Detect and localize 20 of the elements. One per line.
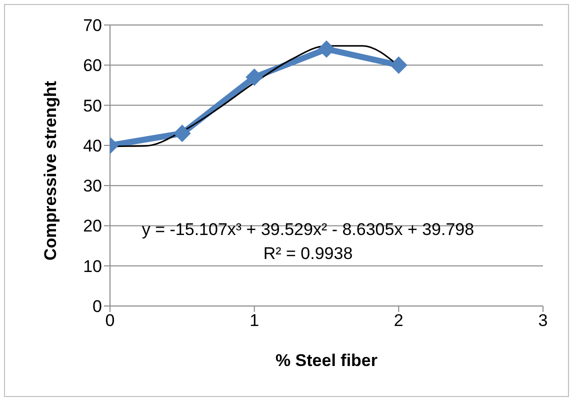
annotation: y = -15.107x³ + 39.529x² - 8.6305x + 39.798 xyxy=(140,219,476,241)
y-tick-label: 20 xyxy=(83,216,102,236)
y-tick-label: 70 xyxy=(83,16,102,36)
y-tick-label: 0 xyxy=(92,297,102,316)
x-tick-label: 2 xyxy=(394,311,404,330)
annotation: R² = 0.9938 xyxy=(262,243,354,265)
y-tick-label: 60 xyxy=(83,56,102,76)
y-axis-title: Compressive strenght xyxy=(41,80,60,260)
y-tick-label: 30 xyxy=(83,176,102,196)
x-tick-label: 1 xyxy=(250,311,260,330)
point xyxy=(318,40,335,58)
x-tick-label: 3 xyxy=(538,311,548,330)
y-tick-label: 40 xyxy=(83,136,102,156)
point xyxy=(390,56,408,74)
x-tick-label: 0 xyxy=(105,311,115,330)
y-tick-label: 10 xyxy=(83,256,102,276)
point xyxy=(246,68,263,86)
point xyxy=(174,124,191,142)
x-axis-title: % Steel fiber xyxy=(275,351,378,370)
y-tick-label: 50 xyxy=(83,96,102,116)
